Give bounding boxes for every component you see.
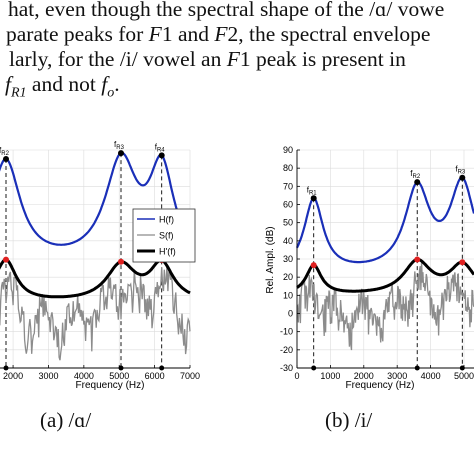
x-tick-label: 2000 — [354, 371, 374, 381]
resonance-label-sub: R3 — [116, 145, 124, 151]
smoothed-peak-marker — [3, 256, 9, 263]
math-fr1: f — [5, 72, 11, 96]
text-line-2: parate peaks for F1 and F2, the spectral… — [6, 22, 430, 47]
y-tick-label: 10 — [283, 290, 293, 300]
x-tick-label: 3000 — [38, 371, 58, 381]
math-f1: F — [148, 22, 162, 46]
text-line-1: hat, even though the spectral shape of t… — [8, 0, 444, 22]
y-tick-label: 50 — [283, 218, 293, 228]
resonance-label-f: f — [155, 142, 158, 151]
text-line-4: fR1 and not fo. — [5, 72, 120, 101]
math-fo: f — [101, 72, 108, 96]
math-f1-sub: 1 — [161, 22, 173, 46]
legend-s-label: S(f) — [159, 231, 174, 241]
y-tick-label: 40 — [283, 236, 293, 246]
text-line-2-a: parate peaks for — [6, 22, 149, 46]
resonance-label-sub: R2 — [1, 151, 9, 157]
x-tick-label: 4000 — [421, 371, 441, 381]
x-tick-label: 6000 — [145, 371, 165, 381]
resonance-label: fR4 — [155, 142, 166, 153]
resonance-label: fR2 — [410, 169, 421, 180]
y-tick-label: 30 — [283, 254, 293, 264]
smoothed-peak-marker — [459, 259, 466, 266]
resonance-label-sub: R3 — [458, 170, 466, 176]
text-line-3-a: larly, for the /i/ vowel an — [9, 47, 227, 71]
figure-a-spectrum-line — [0, 264, 191, 361]
y-tick-label: -10 — [280, 327, 293, 337]
figure-a-axes: 1000200030004000500060007000 — [0, 365, 200, 381]
legend-hp-label: H'(f) — [159, 247, 176, 257]
text-period: . — [114, 72, 120, 96]
y-tick-label: 60 — [283, 200, 293, 210]
resonance-label-sub: R2 — [413, 174, 421, 180]
resonance-peak-marker — [414, 179, 421, 186]
figure-b-resonance-lines — [313, 177, 463, 368]
resonance-label: fR1 — [307, 185, 318, 196]
y-tick-label: 20 — [283, 272, 293, 282]
resonance-label: fR3 — [114, 140, 125, 151]
math-fo-sub: o — [107, 85, 115, 101]
figure-b-resonance-envelope-line — [296, 176, 474, 264]
figure-a-chart: fR1fR2fR3fR4 100020003000400050006000700… — [0, 140, 200, 391]
smoothed-peak-marker — [414, 256, 421, 263]
text-line-3-b: peak is present in — [250, 47, 406, 71]
resonance-peak-marker — [310, 195, 317, 202]
y-tick-label: 70 — [283, 181, 293, 191]
resonance-label-f: f — [307, 185, 310, 194]
text-line-3: larly, for the /i/ vowel an F1 peak is p… — [9, 47, 406, 72]
text-and-not: and not — [26, 72, 102, 96]
y-tick-label: -20 — [280, 345, 293, 355]
figure-b-ylabel: Rel. Ampl. (dB) — [265, 226, 276, 293]
figure-b-smoothed-envelope-line — [296, 258, 474, 293]
figure-b-xlabel: Frequency (Hz) — [346, 380, 415, 391]
math-f2-sub: 2 — [227, 22, 239, 46]
figure-a-legend: H(f) S(f) H'(f) — [132, 208, 196, 263]
y-tick-label: -30 — [280, 363, 293, 373]
math-f1-b: F — [226, 47, 240, 71]
legend-h-label: H(f) — [159, 215, 174, 225]
smoothed-peak-marker — [118, 258, 124, 265]
resonance-peak-marker — [118, 150, 124, 157]
resonance-label: fR3 — [455, 165, 466, 176]
text-line-2-b: , the spectral envelope — [238, 22, 431, 46]
figure-b-axes: 0 1000 2000 3000 4000 5000 -30 -20 -10 0 10 20 30 40 5… — [280, 145, 474, 381]
x-tick-label: 7000 — [180, 371, 200, 381]
figure-a-xlabel: Frequency (Hz) — [76, 380, 145, 391]
resonance-label: fR2 — [0, 146, 10, 157]
resonance-label-f: f — [410, 169, 413, 178]
resonance-peak-marker — [158, 152, 165, 159]
math-f1-b-sub: 1 — [239, 47, 251, 71]
figure-a-smoothed-envelope-line — [0, 258, 191, 299]
x-tick-label: 3000 — [387, 371, 407, 381]
figure-a-caption: (a) /ɑ/ — [40, 408, 92, 432]
figure-b-spectrum-line — [296, 260, 474, 351]
text-and: and — [172, 22, 215, 46]
resonance-peak-marker — [3, 155, 9, 162]
resonance-label-f: f — [0, 146, 2, 155]
math-f2: F — [214, 22, 228, 46]
resonance-label-sub: R4 — [157, 147, 165, 153]
smoothed-peak-marker — [310, 262, 317, 269]
x-tick-label: 1000 — [320, 371, 340, 381]
resonance-label-f: f — [455, 165, 458, 174]
figure-a-resonance-envelope-line — [0, 151, 191, 246]
figure-b-caption: (b) /i/ — [325, 408, 373, 432]
math-fr1-sub: R1 — [10, 85, 27, 101]
y-tick-label: 80 — [283, 163, 293, 173]
y-tick-label: 90 — [283, 145, 293, 155]
resonance-label-f: f — [114, 140, 117, 149]
resonance-peak-marker — [459, 174, 466, 181]
text-line-1-content: hat, even though the spectral shape of t… — [8, 0, 445, 21]
x-tick-label: 5000 — [109, 371, 129, 381]
x-tick-label: 5000 — [454, 371, 474, 381]
resonance-label-sub: R1 — [309, 190, 317, 196]
x-tick-label: 0 — [294, 371, 299, 381]
x-tick-label: 4000 — [74, 371, 94, 381]
x-tick-label: 2000 — [3, 371, 23, 381]
y-tick-label: 0 — [288, 309, 293, 319]
